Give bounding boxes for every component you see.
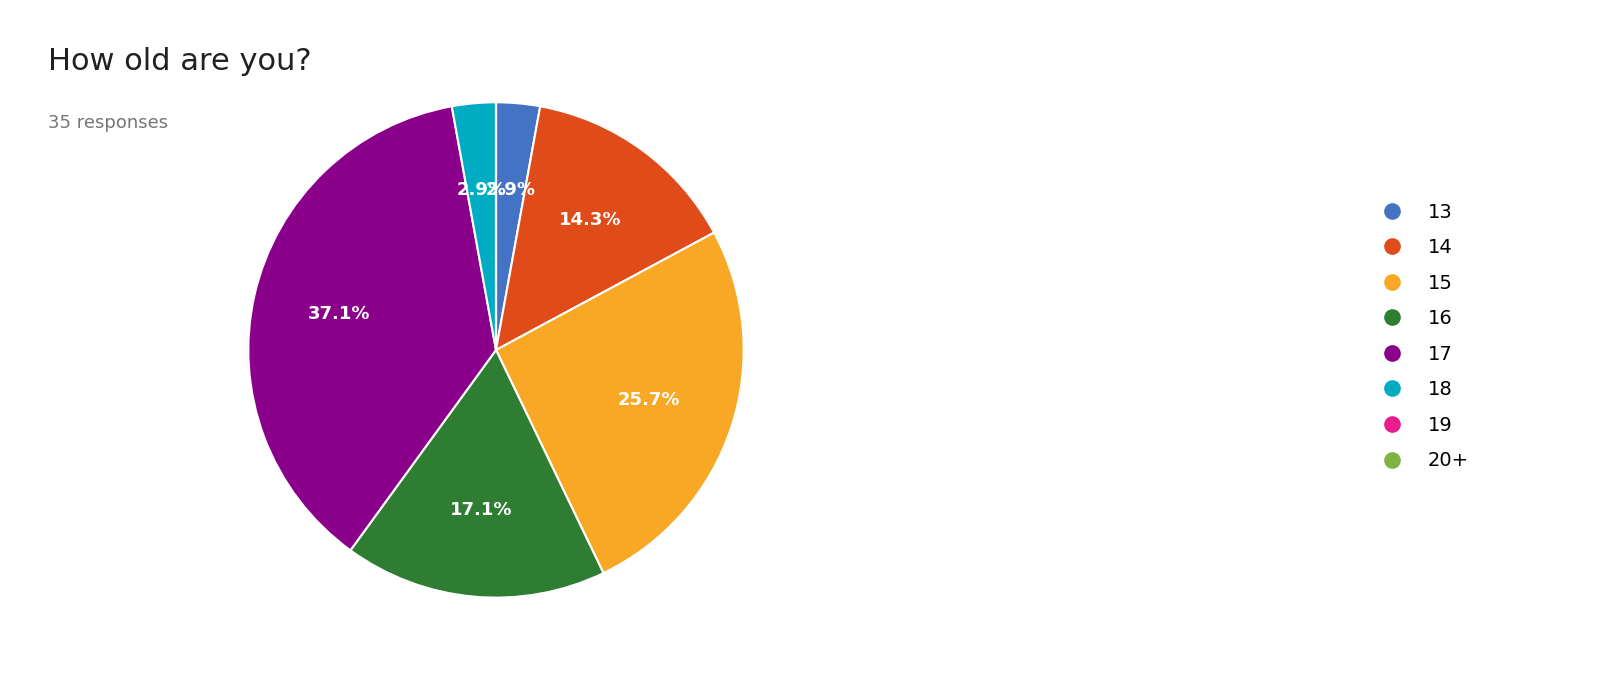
Wedge shape — [496, 102, 541, 350]
Text: 2.9%: 2.9% — [485, 180, 536, 199]
Text: 25.7%: 25.7% — [618, 391, 680, 409]
Text: 37.1%: 37.1% — [307, 305, 370, 323]
Text: 14.3%: 14.3% — [560, 211, 622, 229]
Text: How old are you?: How old are you? — [48, 47, 312, 76]
Text: 2.9%: 2.9% — [456, 180, 507, 199]
Text: 17.1%: 17.1% — [450, 501, 514, 520]
Wedge shape — [496, 106, 714, 350]
Wedge shape — [496, 233, 744, 573]
Wedge shape — [451, 102, 496, 350]
Wedge shape — [350, 350, 603, 598]
Text: 35 responses: 35 responses — [48, 114, 168, 133]
Wedge shape — [248, 106, 496, 551]
Legend: 13, 14, 15, 16, 17, 18, 19, 20+: 13, 14, 15, 16, 17, 18, 19, 20+ — [1363, 193, 1478, 480]
